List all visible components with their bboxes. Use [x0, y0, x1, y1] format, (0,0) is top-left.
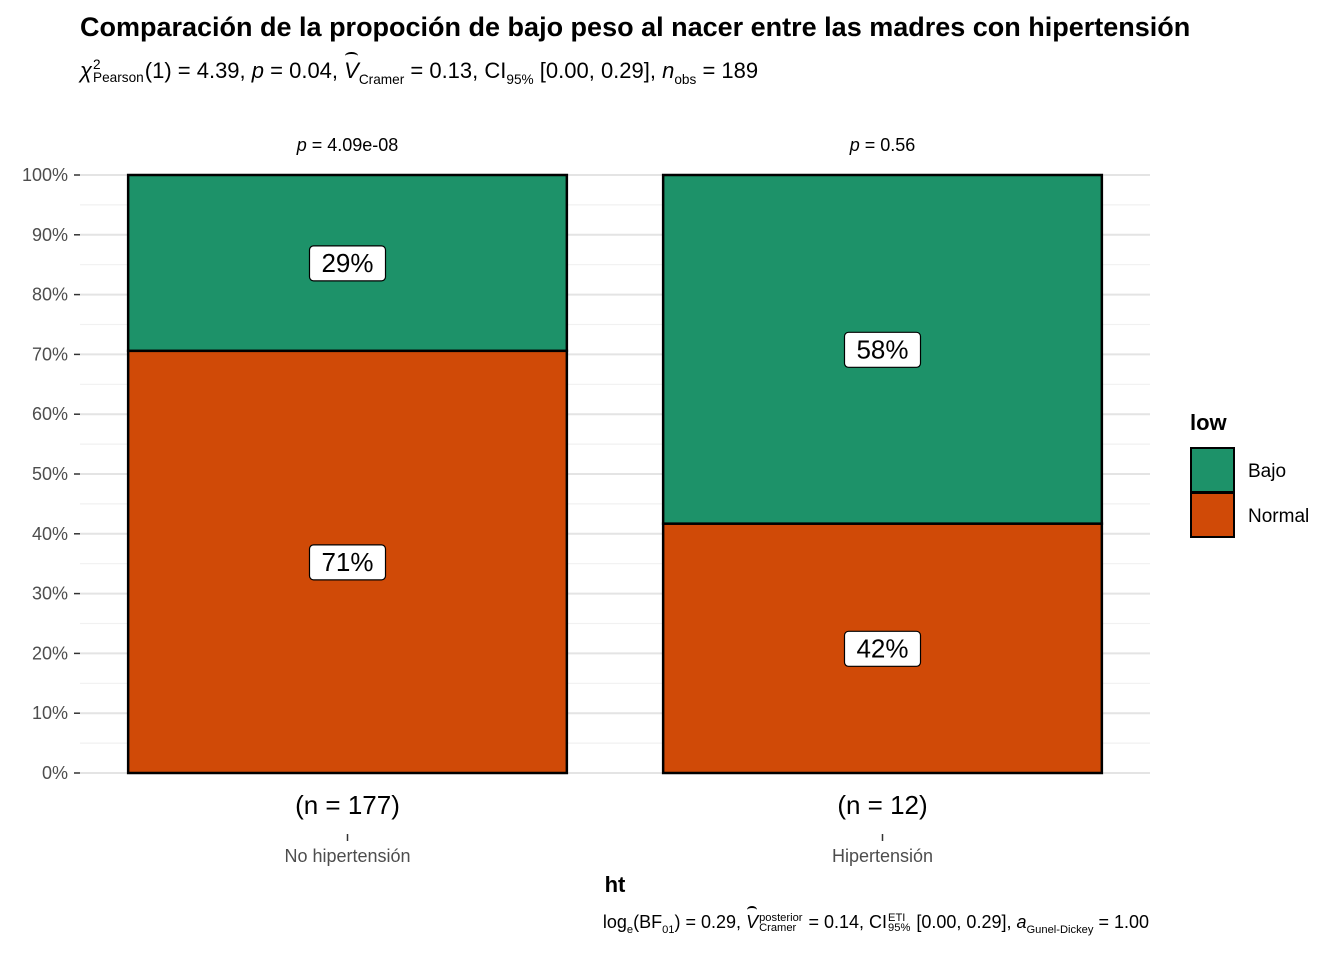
- p-value: = 0.04,: [264, 58, 345, 83]
- data-label: 42%: [856, 633, 908, 663]
- chi-sub: Pearson: [93, 70, 144, 86]
- legend-label: Bajo: [1248, 461, 1286, 482]
- data-label: 71%: [321, 547, 373, 577]
- bf-value: ) = 0.29,: [674, 912, 747, 932]
- legend-label: Normal: [1248, 506, 1309, 527]
- v-value: = 0.13, CI: [404, 58, 507, 83]
- y-tick-label: 40%: [32, 524, 68, 544]
- df-value: (1) = 4.39,: [144, 58, 252, 83]
- v-symbol: V: [344, 52, 359, 83]
- x-tick-label: No hipertensión: [284, 846, 410, 866]
- chart-title: Comparación de la propoción de bajo peso…: [80, 12, 1191, 42]
- y-tick-label: 100%: [22, 165, 68, 185]
- y-tick-label: 90%: [32, 225, 68, 245]
- bf-open: (BF: [633, 912, 663, 932]
- y-tick-label: 20%: [32, 643, 68, 663]
- facet-p-value: p = 4.09e-08: [296, 135, 399, 155]
- bf-sub: 01: [662, 924, 675, 937]
- a-value: = 1.00: [1093, 912, 1149, 932]
- y-tick-label: 70%: [32, 344, 68, 364]
- y-tick-label: 30%: [32, 584, 68, 604]
- v-sub: Cramer: [358, 72, 405, 88]
- data-label-box: [843, 630, 922, 667]
- n-count-label: (n = 12): [837, 790, 927, 820]
- chi-symbol: χ: [80, 58, 93, 83]
- caption-ci-value: [0.00, 0.29],: [911, 912, 1017, 932]
- data-label-box: [843, 331, 922, 368]
- caption-ci-sup: ETI: [888, 911, 906, 924]
- ci-sub: 95%: [506, 72, 534, 88]
- y-tick-label: 50%: [32, 464, 68, 484]
- caption-ci-sub: 95%: [888, 922, 911, 935]
- log-text: log: [602, 912, 627, 932]
- data-label: 58%: [856, 334, 908, 364]
- data-label-box: [308, 544, 387, 581]
- n-sub: obs: [674, 72, 697, 88]
- a-sub: Gunel-Dickey: [1026, 924, 1094, 937]
- data-label: 29%: [321, 248, 373, 278]
- n-value: = 189: [696, 58, 759, 83]
- n-count-label: (n = 177): [295, 790, 400, 820]
- y-tick-label: 80%: [32, 285, 68, 305]
- caption-v-sup: posterior: [759, 911, 803, 924]
- y-tick-label: 0%: [42, 763, 68, 783]
- log-sub: e: [626, 924, 634, 937]
- y-tick-label: 10%: [32, 703, 68, 723]
- x-axis-title: ht: [605, 872, 626, 897]
- data-label-box: [308, 245, 387, 282]
- caption-v-sub: Cramer: [759, 922, 797, 935]
- legend-swatch: [1190, 492, 1235, 538]
- p-label: p: [251, 58, 265, 83]
- facet-p-value: p = 0.56: [849, 135, 916, 155]
- caption-v-value: = 0.14, CI: [803, 912, 888, 932]
- a-label: a: [1016, 912, 1027, 932]
- y-tick-label: 60%: [32, 404, 68, 424]
- x-tick-label: Hipertensión: [832, 846, 933, 866]
- chart-subtitle: χ 2 Pearson (1) = 4.39, p = 0.04, VCramer =…: [80, 52, 759, 88]
- n-label: n: [662, 58, 675, 83]
- ci-value: [0.00, 0.29],: [533, 58, 663, 83]
- chi-sup: 2: [93, 57, 101, 73]
- caption-v-symbol: V: [746, 906, 759, 932]
- legend-title: low: [1190, 410, 1228, 435]
- legend-swatch: [1190, 447, 1235, 493]
